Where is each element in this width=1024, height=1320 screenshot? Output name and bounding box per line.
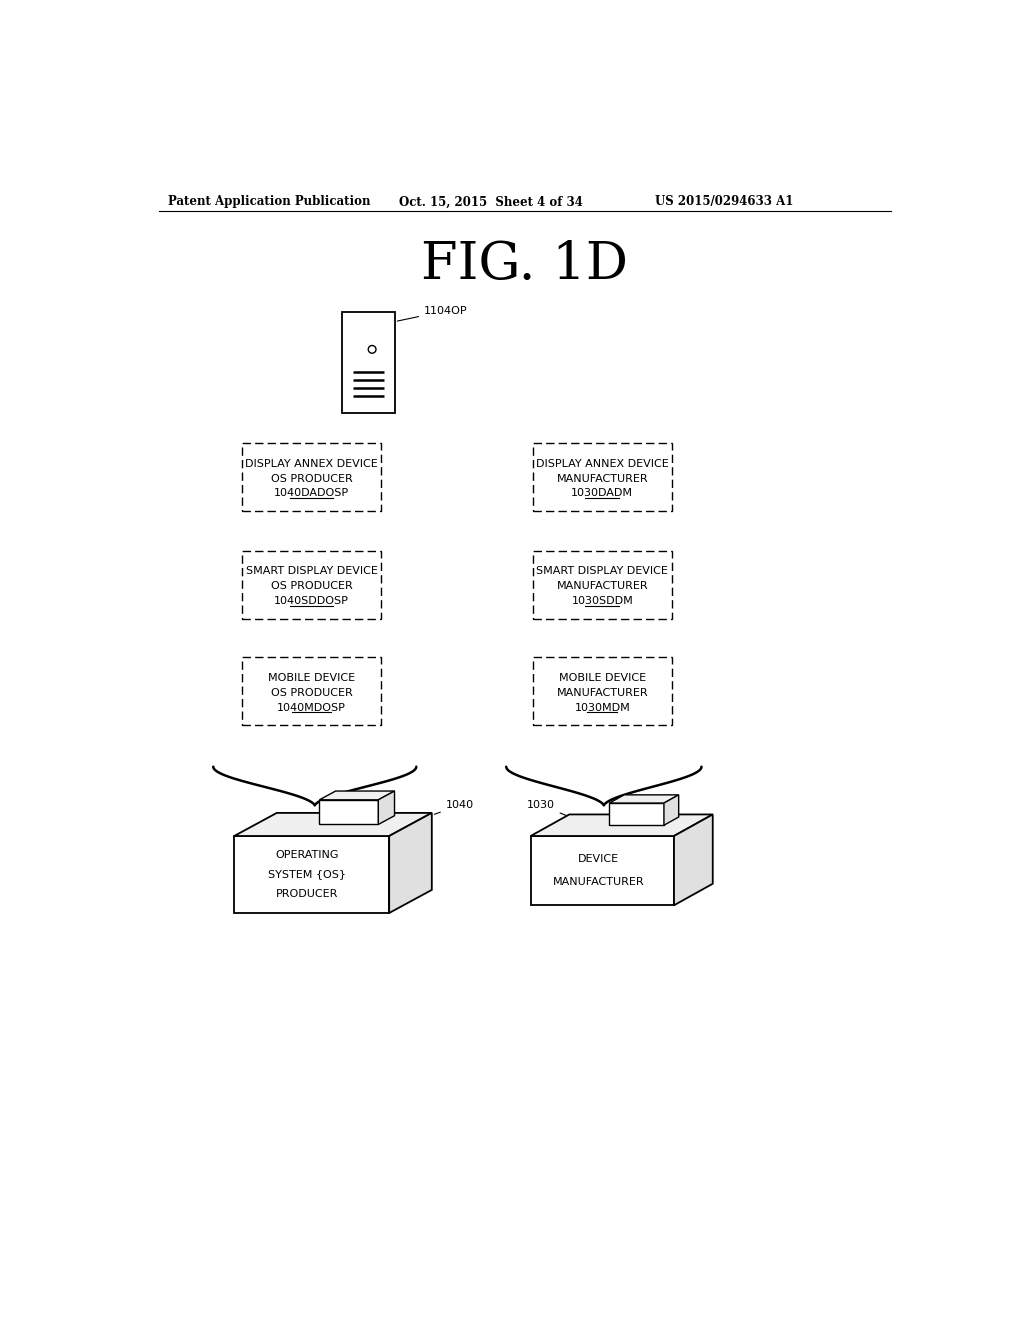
- Text: 1040MDOSP: 1040MDOSP: [278, 702, 346, 713]
- Text: OPERATING: OPERATING: [275, 850, 339, 861]
- Text: DEVICE: DEVICE: [578, 854, 618, 865]
- Polygon shape: [234, 813, 432, 836]
- Text: DISPLAY ANNEX DEVICE: DISPLAY ANNEX DEVICE: [536, 458, 669, 469]
- Bar: [242, 657, 381, 725]
- Polygon shape: [530, 836, 674, 906]
- Text: 1030DADM: 1030DADM: [571, 488, 633, 499]
- Polygon shape: [674, 814, 713, 906]
- Text: 1030MDM: 1030MDM: [574, 702, 630, 713]
- Text: PRODUCER: PRODUCER: [276, 888, 339, 899]
- Text: SMART DISPLAY DEVICE: SMART DISPLAY DEVICE: [537, 566, 669, 577]
- Bar: [342, 313, 394, 412]
- Text: OS PRODUCER: OS PRODUCER: [270, 581, 352, 591]
- Text: SYSTEM {OS}: SYSTEM {OS}: [268, 870, 346, 879]
- Polygon shape: [389, 813, 432, 913]
- Text: MANUFACTURER: MANUFACTURER: [556, 688, 648, 697]
- Polygon shape: [530, 814, 713, 836]
- Text: MANUFACTURER: MANUFACTURER: [556, 581, 648, 591]
- Polygon shape: [609, 803, 664, 825]
- Text: Oct. 15, 2015  Sheet 4 of 34: Oct. 15, 2015 Sheet 4 of 34: [399, 195, 583, 209]
- Polygon shape: [319, 800, 378, 825]
- Polygon shape: [378, 791, 394, 825]
- Polygon shape: [609, 795, 679, 803]
- Polygon shape: [319, 791, 394, 800]
- Polygon shape: [664, 795, 679, 825]
- Bar: [242, 444, 381, 511]
- Text: MANUFACTURER: MANUFACTURER: [553, 878, 644, 887]
- Bar: [532, 657, 672, 725]
- Text: MOBILE DEVICE: MOBILE DEVICE: [268, 673, 355, 682]
- Text: 1104OP: 1104OP: [397, 306, 468, 321]
- Text: SMART DISPLAY DEVICE: SMART DISPLAY DEVICE: [246, 566, 378, 577]
- Text: OS PRODUCER: OS PRODUCER: [270, 688, 352, 697]
- Text: 1040DADOSP: 1040DADOSP: [274, 488, 349, 499]
- Text: FIG. 1D: FIG. 1D: [421, 239, 629, 290]
- Bar: [532, 444, 672, 511]
- Text: MOBILE DEVICE: MOBILE DEVICE: [559, 673, 646, 682]
- Text: 1030: 1030: [526, 800, 567, 816]
- Text: 1040SDDOSP: 1040SDDOSP: [274, 597, 349, 606]
- Text: MANUFACTURER: MANUFACTURER: [556, 474, 648, 483]
- Text: 1030SDDM: 1030SDDM: [571, 597, 633, 606]
- Bar: [532, 552, 672, 619]
- Text: US 2015/0294633 A1: US 2015/0294633 A1: [655, 195, 794, 209]
- Bar: [242, 552, 381, 619]
- Text: OS PRODUCER: OS PRODUCER: [270, 474, 352, 483]
- Text: Patent Application Publication: Patent Application Publication: [168, 195, 371, 209]
- Text: 1040: 1040: [434, 800, 474, 814]
- Text: DISPLAY ANNEX DEVICE: DISPLAY ANNEX DEVICE: [246, 458, 378, 469]
- Polygon shape: [234, 836, 389, 913]
